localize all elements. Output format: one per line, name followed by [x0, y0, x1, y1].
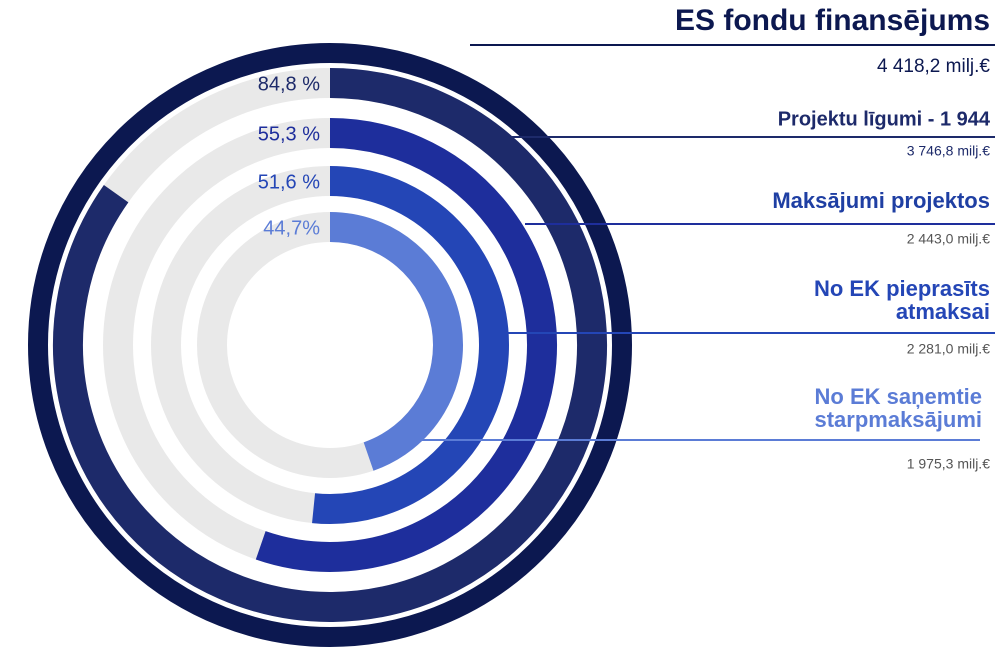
amount-label: 2 281,0 milj.€: [907, 341, 990, 357]
amount-label: 1 975,3 milj.€: [907, 456, 990, 472]
category-label: Projektu līgumi - 1 944: [778, 108, 991, 130]
category-label: Maksājumi projektos: [772, 188, 990, 213]
value-label: 55,3 %: [258, 123, 320, 145]
category-label: starpmaksājumi: [814, 407, 982, 432]
category-label: No EK saņemtie: [815, 384, 983, 409]
title-amount: 4 418,2 milj.€: [877, 56, 990, 77]
value-label: 44,7%: [263, 217, 320, 239]
total-ring: [28, 43, 632, 647]
amount-label: 2 443,0 milj.€: [907, 231, 990, 247]
chart-title: ES fondu finansējums: [675, 4, 990, 37]
arc-bar: [312, 166, 509, 524]
value-label: 51,6 %: [258, 171, 320, 193]
amount-label: 3 746,8 milj.€: [907, 143, 990, 159]
category-label: atmaksai: [896, 299, 990, 324]
arc-bar: [255, 118, 557, 572]
arc-bar: [329, 212, 463, 471]
value-label: 84,8 %: [258, 73, 320, 95]
arc-bar: [53, 68, 607, 622]
category-label: No EK pieprasīts: [814, 276, 990, 301]
